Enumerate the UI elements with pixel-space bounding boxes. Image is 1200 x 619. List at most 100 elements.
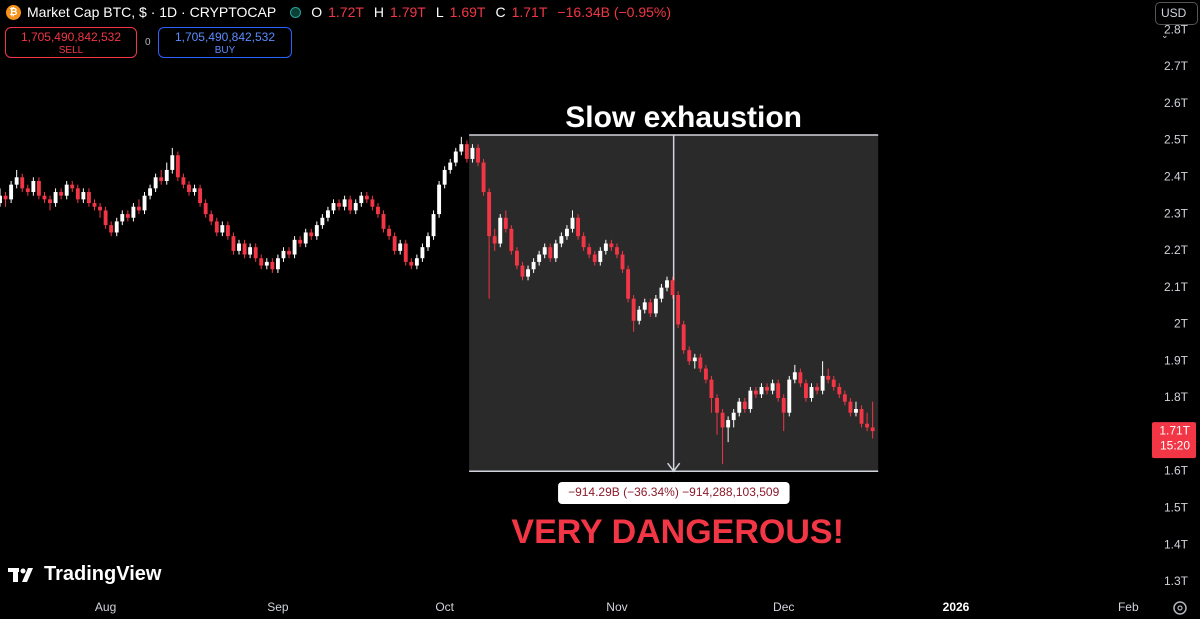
candle-body <box>437 184 442 215</box>
candle-body <box>792 372 797 380</box>
candle-body <box>859 409 864 424</box>
y-tick-label: 1.5T <box>1164 501 1189 515</box>
ohlc-key: O <box>311 4 323 20</box>
candle-body <box>148 188 153 196</box>
candle-body <box>692 357 697 362</box>
candle-body <box>748 390 753 410</box>
candle-body <box>548 247 553 259</box>
candle-body <box>770 383 775 391</box>
candle-body <box>137 206 141 211</box>
candle-body <box>670 280 675 296</box>
candle-body <box>220 225 225 233</box>
candle-body <box>509 228 514 251</box>
candle-body <box>842 394 847 402</box>
y-tick-label: 2.3T <box>1164 206 1189 220</box>
candle-body <box>648 302 653 314</box>
candle-body <box>726 420 731 428</box>
candle-body <box>242 243 247 255</box>
candle-body <box>759 386 764 395</box>
candle-body <box>20 177 25 189</box>
candle-body <box>376 206 380 215</box>
candle-body <box>225 225 230 237</box>
y-tick-label: 1.9T <box>1164 353 1189 367</box>
candle-body <box>848 401 853 413</box>
candle-body <box>592 254 597 262</box>
candle-body <box>809 386 814 398</box>
candle-body <box>59 192 64 196</box>
candle-body <box>409 261 414 266</box>
candle-body <box>114 221 119 233</box>
x-tick-label: Aug <box>95 600 116 614</box>
candle-body <box>120 214 125 222</box>
candle-body <box>453 151 458 163</box>
candle-body <box>398 243 403 251</box>
candle-body <box>804 383 808 398</box>
candle-body <box>570 217 575 229</box>
settings-ring <box>1173 601 1187 615</box>
candle-body <box>31 180 36 193</box>
candle-body <box>309 232 314 237</box>
candle-body <box>125 214 130 218</box>
candle-body <box>653 298 658 314</box>
y-tick-label: 2.7T <box>1164 59 1189 73</box>
candle-body <box>192 188 197 193</box>
candle-body <box>620 254 625 270</box>
candle-body <box>603 243 608 251</box>
ohlc-value: 1.69T <box>449 4 486 20</box>
ohlc-value: 1.71T <box>511 4 548 20</box>
candle-body <box>142 195 147 211</box>
settings-icon[interactable] <box>1173 601 1187 615</box>
candle-body <box>753 390 758 395</box>
candle-body <box>348 199 353 211</box>
sell-button[interactable]: 1,705,490,842,532 SELL <box>5 27 137 58</box>
candle-body <box>337 203 341 207</box>
candle-body <box>709 379 714 398</box>
candle-body <box>9 184 14 200</box>
candle-body <box>476 147 480 163</box>
candle-body <box>298 239 303 244</box>
buy-button[interactable]: 1,705,490,842,532 BUY <box>158 27 292 58</box>
annotation-title: Slow exhaustion <box>565 101 802 134</box>
candle-body <box>86 192 91 204</box>
candle-body <box>98 206 102 211</box>
measure-label: −914.29B (−36.34%) −914,288,103,509 <box>568 485 780 499</box>
candle-body <box>642 302 647 310</box>
candle-body <box>159 177 164 181</box>
candle-body <box>109 225 114 233</box>
market-status[interactable] <box>290 6 302 18</box>
candle-body <box>64 184 69 196</box>
candle-body <box>742 401 747 410</box>
candle-body <box>503 217 508 229</box>
candle-body <box>609 243 614 248</box>
candle-body <box>231 236 236 251</box>
y-tick-label: 2.1T <box>1164 280 1189 294</box>
price-time: 15:20 <box>1160 438 1190 452</box>
ohlc-key: L <box>435 4 444 20</box>
candle-body <box>42 195 47 200</box>
candle-body <box>3 195 8 200</box>
candle-body <box>537 254 542 262</box>
currency-dropdown[interactable]: USD ⌄ <box>1155 2 1198 40</box>
x-tick-label: 2026 <box>943 600 970 614</box>
x-tick-label: Dec <box>773 600 794 614</box>
y-tick-label: 2T <box>1174 317 1189 331</box>
candle-body <box>737 401 742 413</box>
y-tick-label: 2.2T <box>1164 243 1189 257</box>
y-tick-label: 1.4T <box>1164 537 1189 551</box>
candle-body <box>865 423 870 428</box>
brand-logo[interactable]: TradingView <box>8 563 161 586</box>
candle-body <box>459 144 464 152</box>
brand-icon <box>8 567 33 582</box>
candle-body <box>720 412 725 428</box>
candle-body <box>787 379 792 413</box>
candle-body <box>364 195 369 200</box>
candle-body <box>259 258 264 266</box>
candle-body <box>314 225 319 237</box>
candle-body <box>492 236 497 244</box>
candle-body <box>275 258 280 270</box>
symbol[interactable]: Market Cap BTC, $ · 1D · CRYPTOCAP <box>27 4 277 20</box>
candle-body <box>514 250 519 266</box>
x-tick-label: Oct <box>435 600 454 614</box>
candle-body <box>631 298 636 321</box>
